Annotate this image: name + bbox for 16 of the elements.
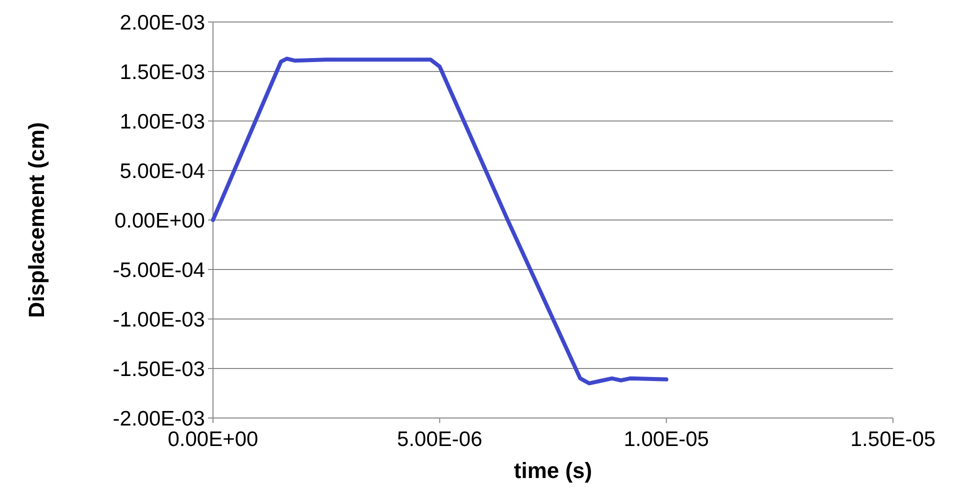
y-tick-label: -1.00E-03 (112, 308, 205, 332)
y-tick-label: 2.00E-03 (120, 11, 205, 34)
x-tick-label: 0.00E+00 (168, 428, 258, 451)
x-tick-label: 1.00E-05 (624, 428, 709, 451)
x-tick-label: 1.50E-05 (850, 428, 936, 451)
line-series (211, 56, 668, 386)
y-tick-label: -2.00E-03 (112, 407, 205, 430)
y-axis-title: Displacement (cm) (24, 122, 49, 318)
y-tick-label: 1.00E-03 (120, 110, 205, 134)
y-tick-label: -5.00E-04 (112, 258, 206, 282)
x-axis-title: time (s) (514, 458, 592, 483)
y-tick-label: 0.00E+00 (114, 209, 205, 232)
y-tick-label: 5.00E-04 (120, 160, 206, 183)
y-tick-label: 1.50E-03 (120, 60, 205, 84)
x-tick-label: 5.00E-06 (397, 428, 482, 451)
y-tick-label: -1.50E-03 (112, 358, 205, 381)
